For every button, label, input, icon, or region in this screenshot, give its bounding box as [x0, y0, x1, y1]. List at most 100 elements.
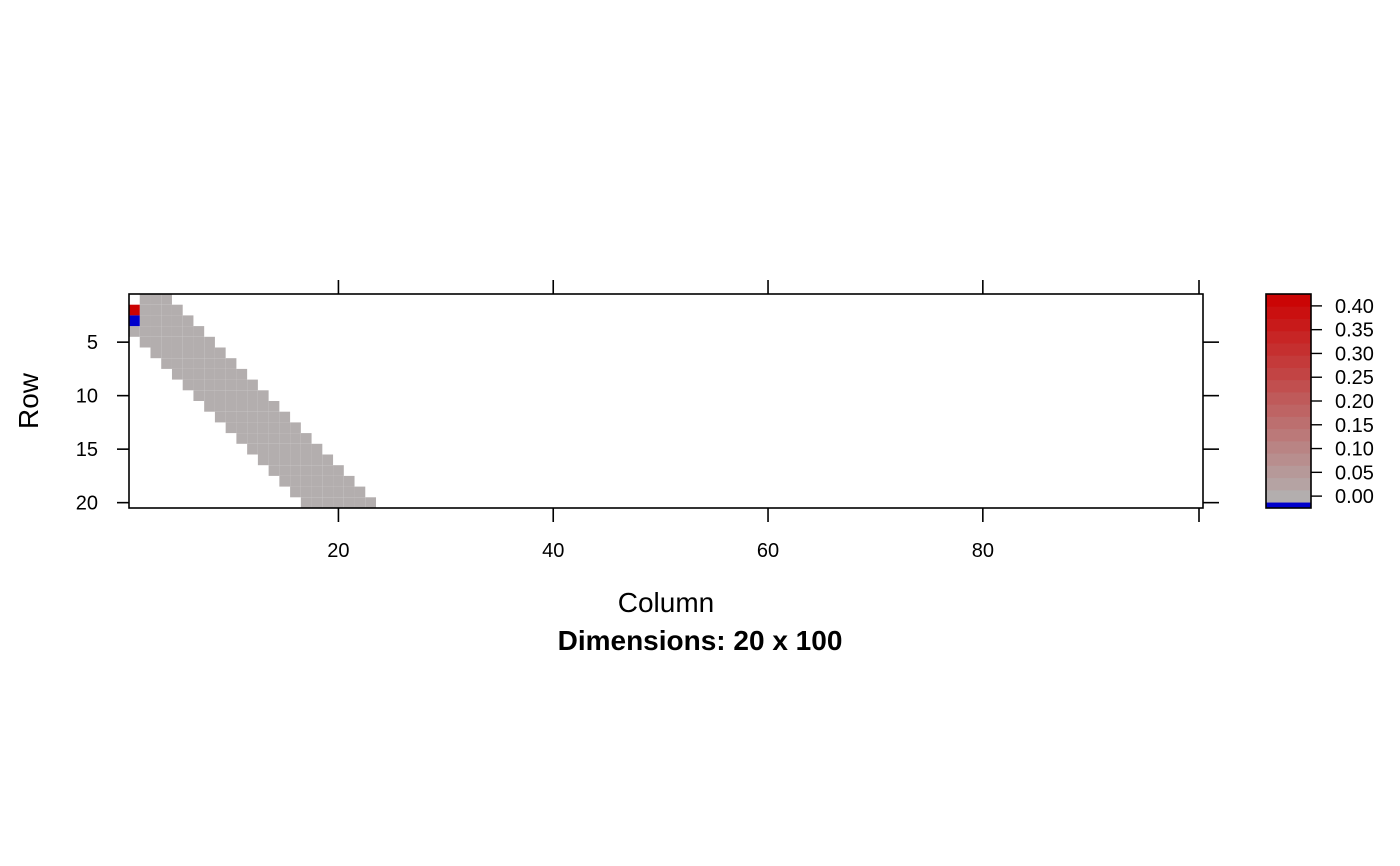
heatmap-cell — [354, 486, 366, 498]
heatmap-cell — [279, 475, 291, 487]
heatmap-cell — [139, 304, 151, 316]
heatmap-cell — [225, 411, 237, 423]
heatmap-cell — [182, 347, 194, 359]
color-key-label: 0.35 — [1335, 320, 1374, 342]
heatmap-cell — [300, 475, 312, 487]
heatmap-cell — [236, 422, 248, 434]
color-key-bin — [1266, 502, 1311, 508]
y-tick-label: 15 — [76, 439, 98, 461]
heatmap-cell — [182, 368, 194, 380]
heatmap-cell — [247, 379, 258, 391]
heatmap-cell — [161, 304, 172, 316]
heatmap-cell — [150, 336, 162, 348]
heatmap-cell — [257, 433, 269, 444]
heatmap-cell — [343, 486, 355, 498]
heatmap-cell — [290, 422, 301, 434]
y-tick-label: 10 — [76, 386, 98, 408]
heatmap-cell — [257, 390, 269, 401]
heatmap-cell — [322, 454, 334, 466]
x-tick-label: 20 — [327, 540, 349, 562]
heatmap-cell — [193, 326, 205, 337]
heatmap-cell — [268, 465, 280, 476]
color-key-bin — [1266, 391, 1311, 405]
color-key-label: 0.25 — [1335, 367, 1374, 389]
heatmap-cell — [247, 390, 258, 401]
heatmap-cell — [204, 401, 215, 412]
heatmap-cell — [214, 390, 226, 401]
x-tick-label: 60 — [757, 540, 779, 562]
heatmap-cell — [214, 401, 226, 412]
heatmap-cell — [322, 475, 334, 487]
heatmap-cell — [290, 454, 301, 466]
color-key-bin — [1266, 342, 1311, 356]
color-key-label: 0.30 — [1335, 343, 1374, 365]
heatmap-cell — [333, 475, 344, 487]
color-key-bin — [1266, 453, 1311, 466]
heatmap-cell — [225, 379, 237, 391]
heatmap-cell — [311, 497, 323, 508]
heatmap-cell — [171, 336, 183, 348]
heatmap-cell — [129, 304, 140, 316]
color-key-label: 0.10 — [1335, 439, 1374, 461]
color-key-bin — [1266, 355, 1311, 368]
heatmap-cell — [279, 465, 291, 476]
heatmap-cell — [311, 486, 323, 498]
heatmap-cell — [300, 454, 312, 466]
heatmap-cell — [322, 486, 334, 498]
heatmap-cell — [300, 433, 312, 444]
heatmap-cell — [236, 411, 248, 423]
heatmap-cell — [300, 497, 312, 508]
color-key-bin — [1266, 367, 1311, 381]
heatmap-cell — [236, 379, 248, 391]
heatmap-cell — [193, 379, 205, 391]
heatmap-cell — [268, 422, 280, 434]
heatmap-cell — [161, 326, 172, 337]
heatmap-cell — [257, 443, 269, 455]
heatmap-cell — [139, 315, 151, 327]
heatmap-cell — [236, 390, 248, 401]
heatmap-cell — [268, 454, 280, 466]
color-key-bin — [1266, 428, 1311, 442]
heatmap-cell — [333, 497, 344, 508]
heatmap-cell — [171, 304, 183, 316]
heatmap-cell — [193, 368, 205, 380]
heatmap-cell — [182, 379, 194, 391]
heatmap-cell — [247, 433, 258, 444]
heatmap-cell — [290, 433, 301, 444]
heatmap-cell — [290, 475, 301, 487]
heatmap-cell — [290, 486, 301, 498]
heatmap-cell — [139, 336, 151, 348]
heatmap-cell — [182, 358, 194, 369]
heatmap-cell — [204, 347, 215, 359]
y-tick-label: 20 — [76, 493, 98, 515]
heatmap-cell — [279, 454, 291, 466]
heatmap-cell — [279, 443, 291, 455]
color-key-bin — [1266, 416, 1311, 430]
color-key-bin — [1266, 404, 1311, 417]
heatmap-cell — [279, 433, 291, 444]
heatmap-cell — [182, 315, 194, 327]
heatmap-cell — [225, 401, 237, 412]
heatmap-cell — [257, 401, 269, 412]
color-key-bin — [1266, 489, 1311, 503]
color-key-bin — [1266, 379, 1311, 393]
heatmap-cell — [193, 336, 205, 348]
heatmap-cell — [354, 497, 366, 508]
color-key: 0.400.350.300.250.200.150.100.050.00 — [1265, 293, 1374, 509]
color-key-bin — [1266, 465, 1311, 479]
heatmap-cell — [268, 443, 280, 455]
heatmap-cell — [225, 368, 237, 380]
heatmap-cell — [161, 347, 172, 359]
heatmap-cell — [311, 465, 323, 476]
x-tick-label: 80 — [972, 540, 994, 562]
color-key-label: 0.15 — [1335, 415, 1374, 437]
heatmap-cell — [247, 422, 258, 434]
heatmap-cell — [204, 358, 215, 369]
heatmap-cell — [214, 411, 226, 423]
heatmap-cell — [129, 315, 140, 327]
heatmap-cell — [150, 315, 162, 327]
heatmap-cell — [139, 294, 151, 305]
heatmap-cell — [236, 433, 248, 444]
y-axis-title: Row — [13, 372, 44, 429]
